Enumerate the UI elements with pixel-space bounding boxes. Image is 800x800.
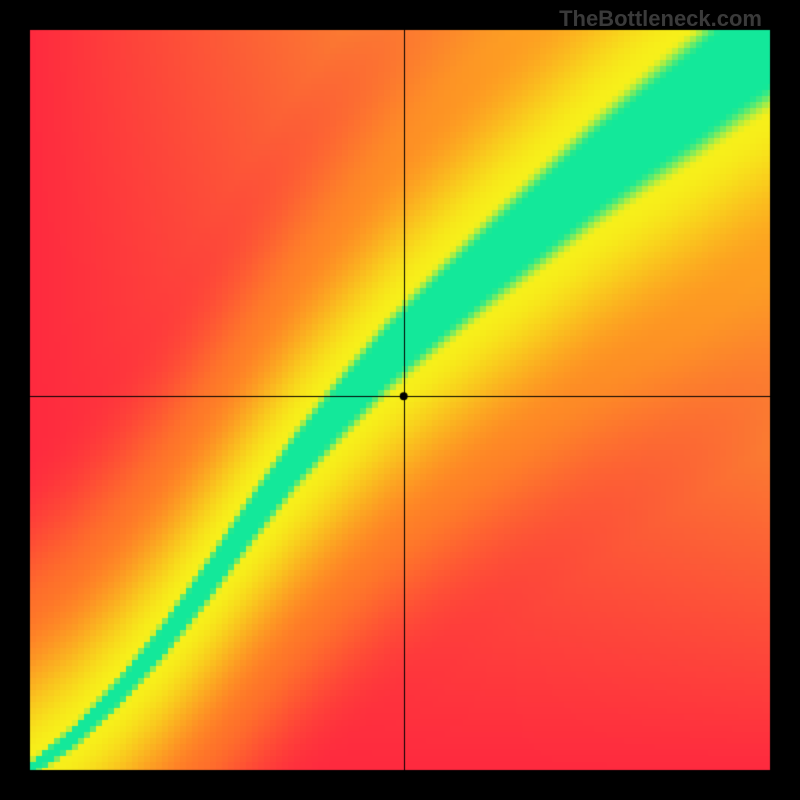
bottleneck-heatmap: [0, 0, 800, 800]
chart-container: TheBottleneck.com: [0, 0, 800, 800]
watermark-text: TheBottleneck.com: [559, 6, 762, 32]
